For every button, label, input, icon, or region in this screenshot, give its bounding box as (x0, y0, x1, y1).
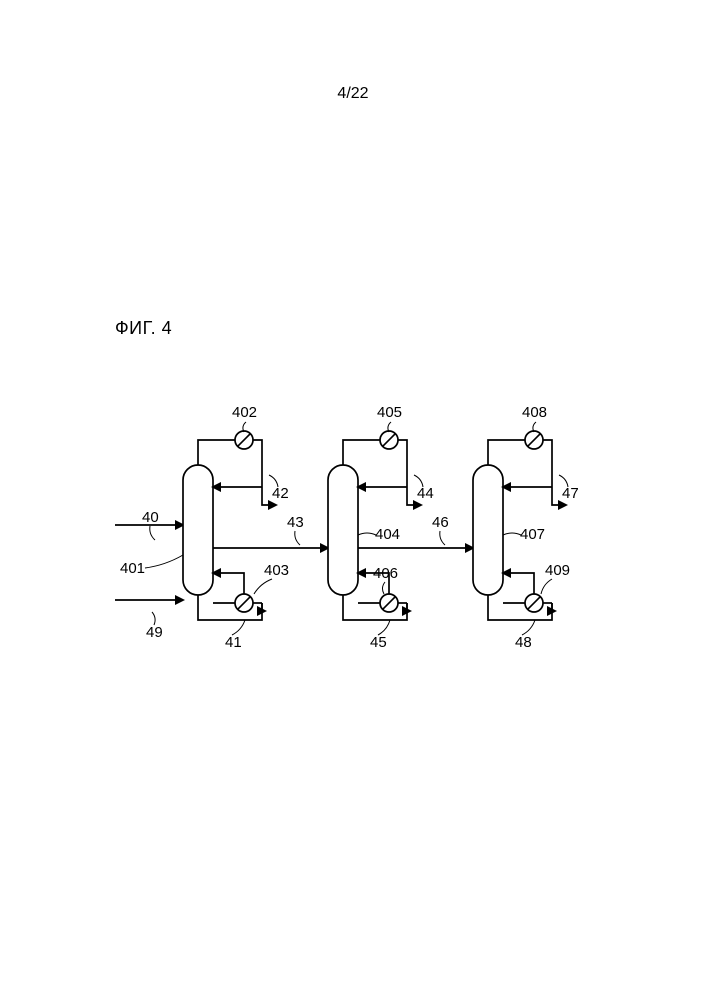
svg-text:43: 43 (287, 514, 304, 531)
svg-text:402: 402 (232, 404, 257, 421)
svg-text:404: 404 (375, 526, 400, 543)
svg-text:48: 48 (515, 634, 532, 651)
svg-text:405: 405 (377, 404, 402, 421)
svg-text:41: 41 (225, 634, 242, 651)
svg-text:49: 49 (146, 624, 163, 641)
svg-text:408: 408 (522, 404, 547, 421)
process-flow-diagram: 4024240401494034143405444044064546408474… (0, 0, 706, 999)
svg-text:403: 403 (264, 562, 289, 579)
svg-text:45: 45 (370, 634, 387, 651)
page: 4/22 ФИГ. 4 4024240401494034143405444044… (0, 0, 706, 999)
svg-text:407: 407 (520, 526, 545, 543)
svg-text:47: 47 (562, 485, 579, 502)
svg-text:46: 46 (432, 514, 449, 531)
svg-text:401: 401 (120, 560, 145, 577)
svg-text:44: 44 (417, 485, 434, 502)
svg-text:409: 409 (545, 562, 570, 579)
svg-text:406: 406 (373, 565, 398, 582)
svg-text:42: 42 (272, 485, 289, 502)
svg-text:40: 40 (142, 509, 159, 526)
